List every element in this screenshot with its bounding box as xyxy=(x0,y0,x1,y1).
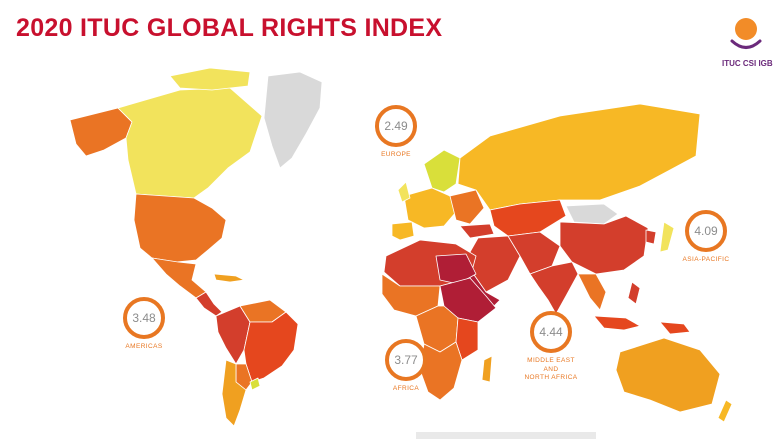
southeast-asia xyxy=(577,273,607,311)
region-africa: 3.77 AFRICA xyxy=(380,339,432,394)
ituc-logo: ITUC CSI IGB xyxy=(722,14,773,74)
indonesia xyxy=(593,315,641,331)
madagascar xyxy=(481,355,493,383)
new-zealand xyxy=(717,399,733,423)
southern-africa xyxy=(419,341,463,401)
western-europe xyxy=(403,187,457,229)
mongolia xyxy=(565,203,619,225)
central-asia xyxy=(489,199,567,237)
uruguay xyxy=(249,377,261,391)
caribbean xyxy=(213,273,245,283)
score-ring: 4.09 xyxy=(685,210,727,252)
canada-islands xyxy=(169,67,251,91)
region-label: AFRICA xyxy=(392,385,420,392)
scandinavia xyxy=(423,149,461,193)
region-label: MIDDLE EAST AND NORTH AFRICA xyxy=(524,357,578,381)
iberia xyxy=(391,221,415,241)
central-america xyxy=(195,291,223,317)
region-americas: 3.48 AMERICAS xyxy=(114,297,174,352)
region-europe: 2.49 EUROPE xyxy=(370,105,422,160)
papua xyxy=(659,321,691,335)
india xyxy=(529,261,579,315)
mexico xyxy=(151,257,207,299)
southern-cone xyxy=(221,359,247,427)
australia xyxy=(615,337,721,413)
russia xyxy=(457,103,701,211)
region-label: AMERICAS xyxy=(125,343,163,350)
region-label: ASIA-PACIFIC xyxy=(682,256,730,263)
eastern-europe xyxy=(449,189,485,225)
bottom-strip xyxy=(416,432,596,439)
score-ring: 3.77 xyxy=(385,339,427,381)
region-asia-pacific: 4.09 ASIA-PACIFIC xyxy=(676,210,736,265)
score-ring: 3.48 xyxy=(123,297,165,339)
canada xyxy=(117,87,263,199)
world-map xyxy=(69,67,733,427)
usa xyxy=(133,193,227,263)
turkey xyxy=(459,223,495,239)
score-ring: 4.44 xyxy=(530,311,572,353)
philippines xyxy=(627,281,641,305)
china xyxy=(559,215,649,275)
korea xyxy=(645,229,657,245)
score-ring: 2.49 xyxy=(375,105,417,147)
east-africa xyxy=(455,317,479,361)
brazil xyxy=(243,311,299,383)
logo-mark-icon xyxy=(730,18,762,49)
logo-text: ITUC CSI IGB xyxy=(722,59,773,68)
region-label: EUROPE xyxy=(381,151,411,158)
japan xyxy=(659,221,675,253)
uk xyxy=(397,181,411,203)
greenland xyxy=(263,71,323,169)
page-title: 2020 ITUC GLOBAL RIGHTS INDEX xyxy=(16,14,443,42)
region-mena: 4.44 MIDDLE EAST AND NORTH AFRICA xyxy=(518,311,584,383)
alaska xyxy=(69,107,133,157)
